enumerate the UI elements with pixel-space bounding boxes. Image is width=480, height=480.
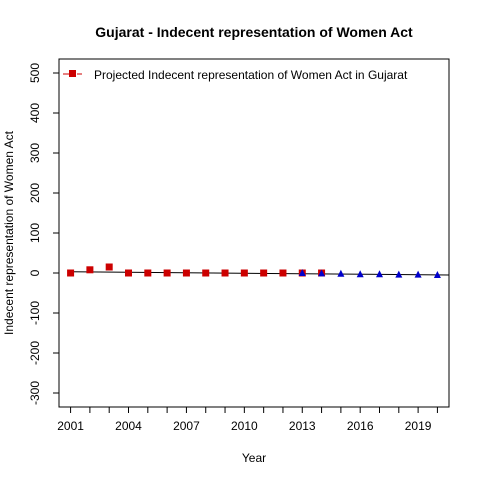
data-point-actual <box>182 269 190 277</box>
x-tick-label: 2007 <box>173 419 200 433</box>
data-point-actual <box>240 269 248 277</box>
chart-title: Gujarat - Indecent representation of Wom… <box>95 24 413 40</box>
data-point-projected <box>395 270 403 278</box>
y-tick-label: -100 <box>28 301 42 325</box>
data-point-projected <box>337 269 345 277</box>
data-point-actual <box>105 263 113 271</box>
x-axis-label: Year <box>242 451 266 465</box>
y-tick-label: 0 <box>28 269 42 276</box>
data-point-projected <box>433 271 441 278</box>
y-tick-label: 200 <box>28 183 42 203</box>
data-point-actual <box>163 269 171 277</box>
data-point-projected <box>298 269 306 276</box>
y-tick-label: 400 <box>28 103 42 123</box>
legend: Projected Indecent representation of Wom… <box>63 68 408 82</box>
x-tick-label: 2001 <box>57 419 84 433</box>
x-tick-label: 2013 <box>289 419 316 433</box>
y-axis-label: Indecent representation of Women Act <box>2 130 16 335</box>
y-axis: -300 -200 -100 0 100 200 300 400 500 <box>28 63 59 405</box>
data-point-actual <box>144 269 152 277</box>
plot-frame <box>58 58 450 408</box>
x-tick-label: 2016 <box>347 419 374 433</box>
data-point-projected <box>375 270 383 278</box>
data-point-actual <box>67 269 75 277</box>
data-point-actual <box>125 269 133 277</box>
data-point-projected <box>356 270 364 278</box>
x-tick-label: 2019 <box>405 419 432 433</box>
data-point-actual <box>260 269 268 277</box>
data-point-actual <box>221 269 229 277</box>
x-tick-label: 2010 <box>231 419 258 433</box>
data-point-projected <box>318 269 326 277</box>
y-tick-label: -300 <box>28 381 42 405</box>
data-points <box>67 263 441 278</box>
data-point-actual <box>202 269 210 277</box>
data-point-actual <box>86 266 94 274</box>
y-tick-label: 100 <box>28 223 42 243</box>
data-point-projected <box>414 270 422 278</box>
legend-marker <box>69 70 76 77</box>
y-tick-label: 500 <box>28 63 42 83</box>
data-point-actual <box>279 269 287 277</box>
trend-line <box>70 271 450 276</box>
x-tick-label: 2004 <box>115 419 142 433</box>
y-tick-label: -200 <box>28 341 42 365</box>
trend-line-layer <box>70 271 450 276</box>
legend-label: Projected Indecent representation of Wom… <box>94 68 408 82</box>
x-axis: 2001 2004 2007 2010 2013 2016 2019 <box>57 407 438 433</box>
y-tick-label: 300 <box>28 143 42 163</box>
